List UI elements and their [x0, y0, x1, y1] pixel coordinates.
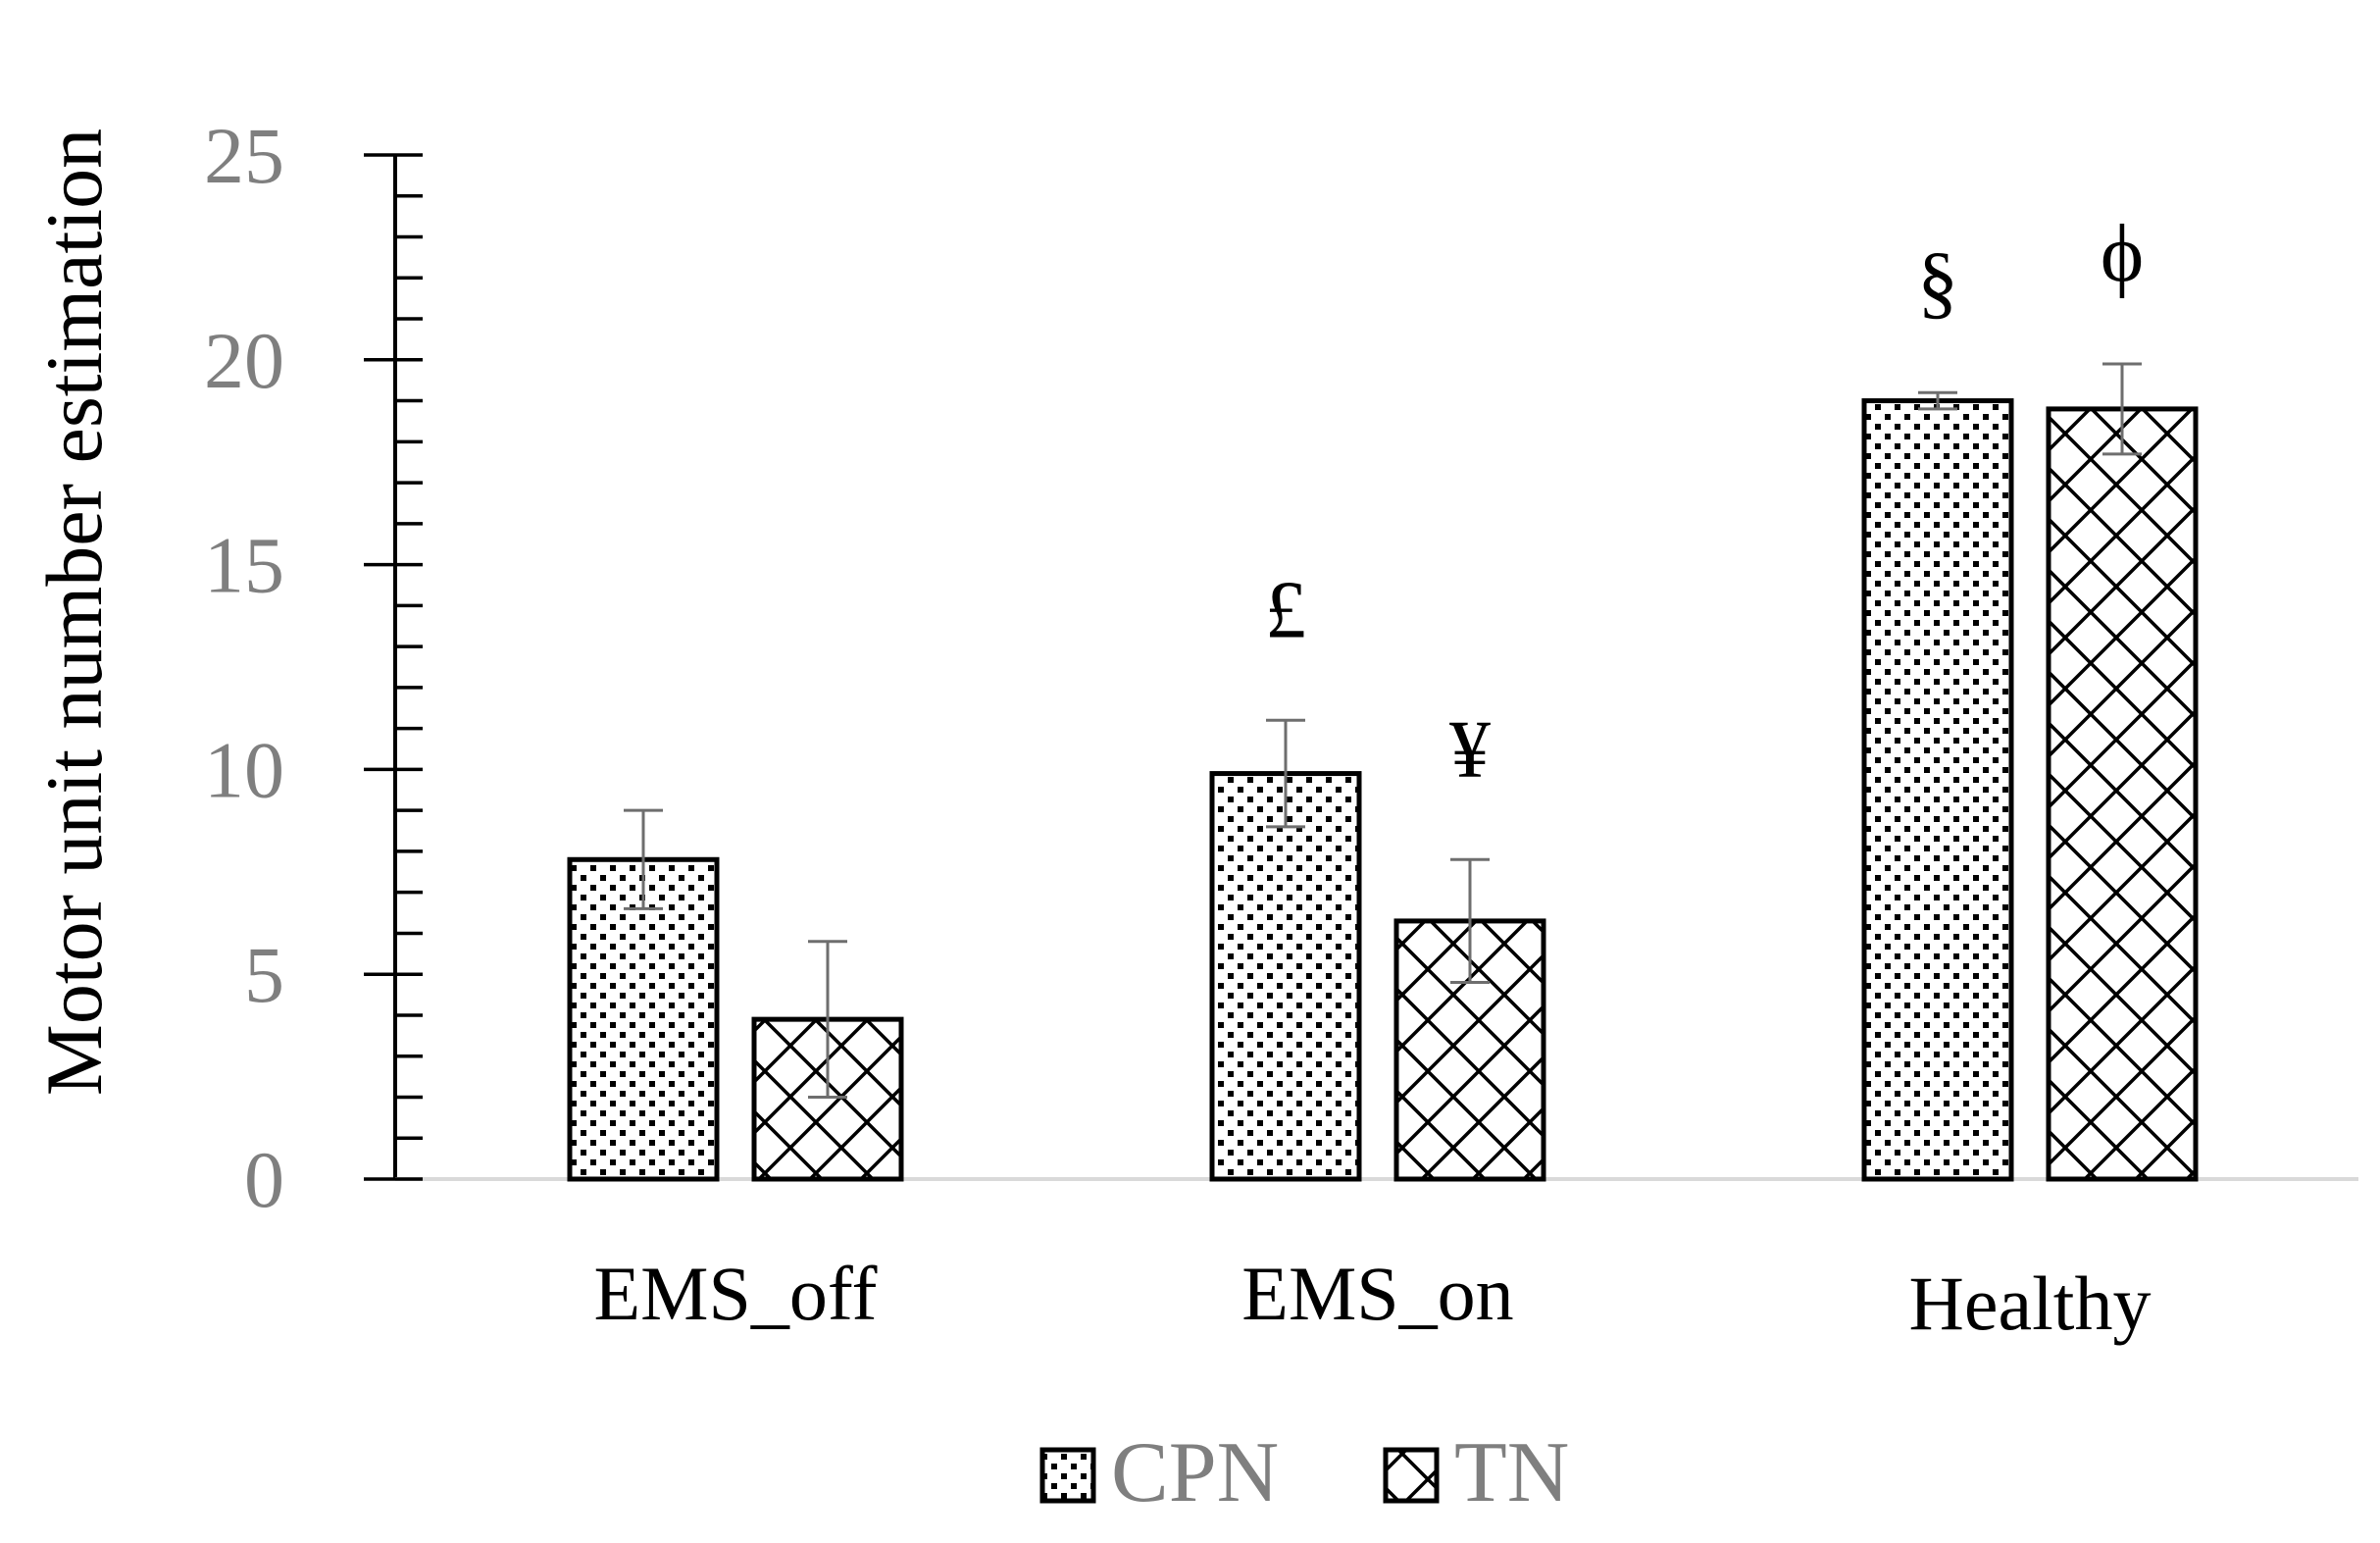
- annotations: £ ¥ § ϕ: [1265, 208, 2144, 795]
- significance-marker: £: [1265, 564, 1306, 655]
- bar-cpn-healthy: [1861, 398, 2014, 1182]
- error-bars: [624, 362, 2142, 1099]
- x-tick-label: Healthy: [1909, 1260, 2152, 1346]
- bar-cpn-ems_on: [1209, 771, 1362, 1182]
- legend-label-cpn: CPN: [1111, 1425, 1279, 1520]
- y-tick-label: 5: [244, 930, 284, 1019]
- legend: CPN TN: [1039, 1425, 1569, 1520]
- x-tick-label: EMS_on: [1241, 1251, 1513, 1336]
- bars: [567, 398, 2199, 1182]
- bar-cpn-ems_off: [567, 856, 720, 1182]
- x-axis-labels: EMS_off EMS_on Healthy: [594, 1251, 2152, 1346]
- y-tick-label: 15: [204, 521, 284, 610]
- significance-marker: ϕ: [2101, 208, 2144, 299]
- legend-label-tn: TN: [1454, 1425, 1569, 1520]
- y-tick-label: 25: [204, 111, 284, 200]
- x-tick-label: EMS_off: [594, 1251, 878, 1336]
- significance-marker: ¥: [1449, 703, 1491, 795]
- legend-swatch-tn: [1383, 1447, 1440, 1504]
- significance-marker: §: [1917, 236, 1958, 328]
- y-axis: 0 5 10 15 20 25: [204, 111, 2358, 1224]
- y-tick-label: 0: [244, 1135, 284, 1224]
- legend-swatch-cpn: [1039, 1447, 1096, 1504]
- y-tick-label: 20: [204, 316, 284, 405]
- bar-tn-healthy: [2046, 406, 2199, 1182]
- y-axis-label: Motor unit number estimation: [29, 129, 119, 1096]
- y-tick-label: 10: [204, 725, 284, 814]
